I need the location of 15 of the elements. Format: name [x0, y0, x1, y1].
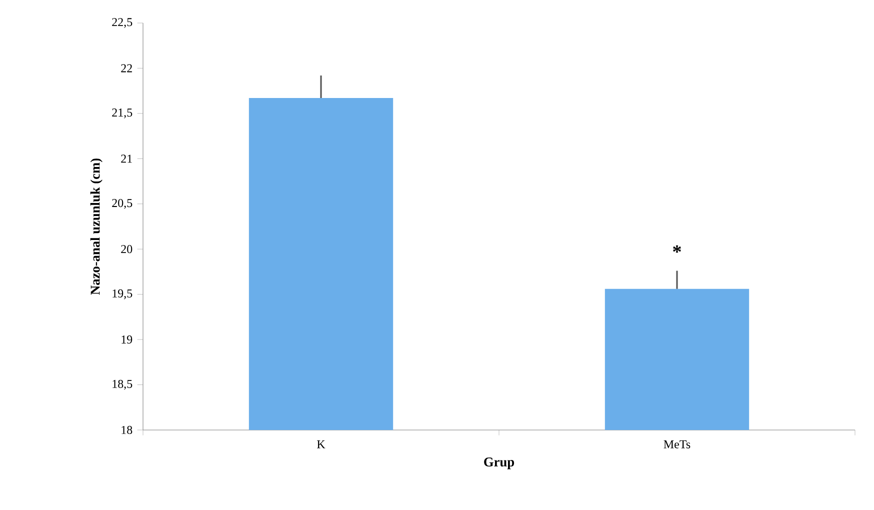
y-tick-label: 21	[121, 154, 132, 163]
y-tick-label: 22	[121, 64, 132, 72]
x-axis-title: Grup	[484, 458, 514, 470]
y-tick-label: 18	[122, 426, 132, 434]
x-tick-label: K	[317, 440, 326, 448]
y-tick-label: 20	[121, 245, 132, 254]
annotation: *	[672, 245, 682, 253]
y-tick-label: 21,5	[112, 108, 132, 118]
y-tick-label: 19	[122, 336, 132, 344]
y-tick-label: 18,5	[112, 380, 132, 390]
x-tick-label: MeTs	[664, 440, 690, 448]
y-axis-title: Nazo-anal uzunluk (cm)	[90, 158, 102, 295]
y-tick-label: 19,5	[112, 289, 132, 300]
y-tick-label: 20,5	[112, 198, 132, 209]
y-tick-label: 22,5	[112, 18, 132, 28]
